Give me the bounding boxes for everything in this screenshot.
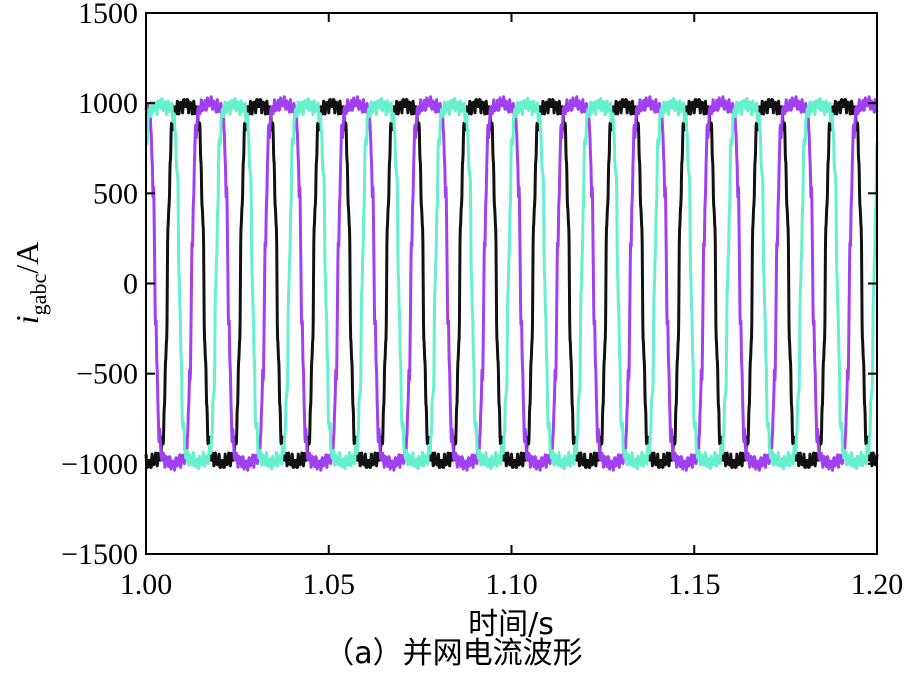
tick-label-layer: 1.00 1.05 1.10 1.15 1.20 −1500 −1000 −500 0 500 10… <box>61 0 903 601</box>
y-tick-label: 1000 <box>78 87 138 120</box>
y-tick-label: −1000 <box>61 448 138 481</box>
series-line-2 <box>144 95 879 472</box>
y-tick-label: 1500 <box>78 0 138 30</box>
series-layer <box>144 95 879 472</box>
x-tick-label: 1.20 <box>851 568 904 601</box>
x-tick-label: 1.00 <box>120 568 173 601</box>
axes-layer <box>145 12 878 555</box>
x-axis-label: 时间/s <box>468 607 554 642</box>
x-tick-label: 1.10 <box>485 568 538 601</box>
plot-frame <box>145 12 878 555</box>
y-tick-label: −500 <box>76 358 138 391</box>
y-axis-label: igabc/A <box>9 242 51 324</box>
y-axis-label-var: i <box>9 315 45 324</box>
y-axis-label-sub: gabc <box>26 274 51 316</box>
x-tick-label: 1.15 <box>668 568 721 601</box>
y-tick-label: 0 <box>123 268 138 301</box>
series-line-1 <box>144 98 879 469</box>
y-tick-label: 500 <box>93 177 138 210</box>
figure-caption: （a）并网电流波形 <box>324 636 583 671</box>
series-line-3 <box>144 96 879 471</box>
y-tick-label: −1500 <box>61 538 138 571</box>
x-tick-label: 1.05 <box>303 568 356 601</box>
y-axis-label-unit: /A <box>9 242 45 274</box>
